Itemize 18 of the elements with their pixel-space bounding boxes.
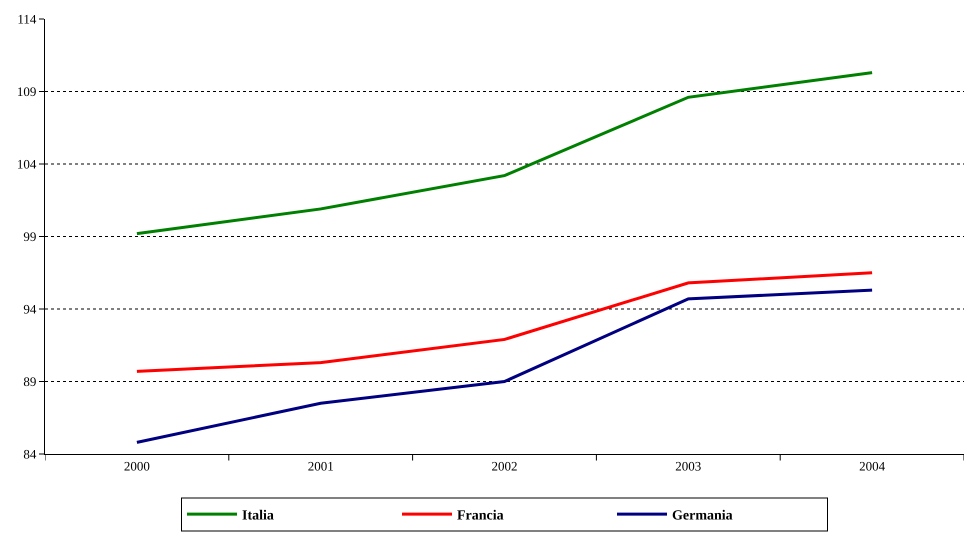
y-tick-label: 104 — [16, 156, 37, 172]
x-tick-label: 2004 — [859, 458, 886, 474]
line-series — [135, 71, 874, 236]
y-tick-label: 94 — [23, 302, 37, 317]
y-tick-label: 109 — [16, 84, 36, 100]
x-tick-label: 2000 — [124, 458, 150, 474]
line-series — [135, 271, 874, 373]
x-tick-label: 2003 — [675, 458, 702, 474]
x-tick-label: 2001 — [308, 458, 334, 474]
y-tick-label: 84 — [23, 446, 37, 462]
legend-label: Francia — [457, 508, 504, 524]
y-tick-label: 89 — [23, 374, 36, 390]
legend-label: Italia — [242, 508, 274, 524]
line-series — [135, 288, 874, 444]
legend-label: Germania — [672, 508, 733, 524]
y-tick-label: 114 — [17, 12, 37, 27]
y-tick-label: 99 — [23, 229, 36, 244]
x-tick-label: 2002 — [492, 458, 518, 474]
